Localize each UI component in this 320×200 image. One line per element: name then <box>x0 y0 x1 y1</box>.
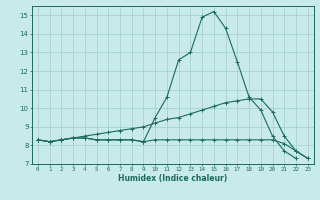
X-axis label: Humidex (Indice chaleur): Humidex (Indice chaleur) <box>118 174 228 183</box>
